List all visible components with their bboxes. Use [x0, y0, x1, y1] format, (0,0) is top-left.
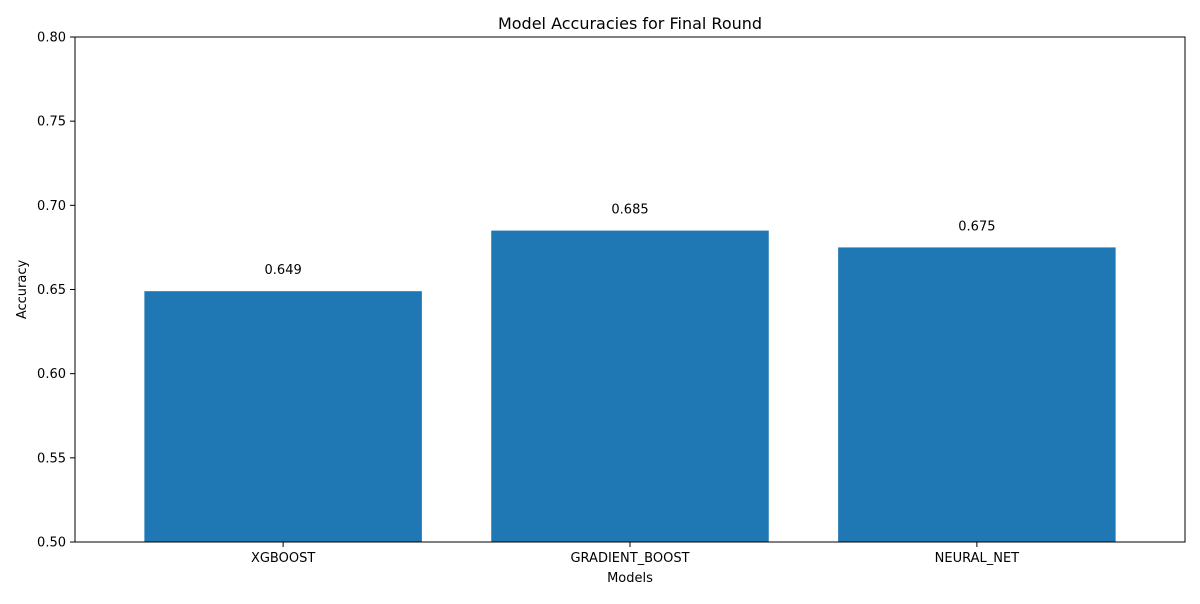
x-axis-label: Models — [607, 571, 653, 586]
y-tick-label: 0.55 — [37, 451, 66, 466]
y-tick-label: 0.80 — [37, 31, 66, 46]
bars-layer — [144, 230, 1116, 543]
x-axis: XGBOOST GRADIENT_BOOST NEURAL_NET — [251, 542, 1019, 566]
y-tick-label: 0.50 — [37, 536, 66, 551]
x-tick-label: XGBOOST — [251, 551, 315, 566]
bar-neural-net — [838, 247, 1116, 542]
y-tick-label: 0.65 — [37, 283, 66, 298]
x-tick-label: GRADIENT_BOOST — [570, 551, 689, 566]
bar-xgboost — [144, 291, 422, 542]
x-tick-label: NEURAL_NET — [935, 551, 1020, 566]
y-tick-label: 0.75 — [37, 115, 66, 130]
y-tick-label: 0.60 — [37, 367, 66, 382]
chart-title: Model Accuracies for Final Round — [498, 14, 762, 33]
value-label: 0.649 — [265, 263, 302, 278]
value-label: 0.685 — [611, 203, 648, 218]
value-labels-layer: 0.649 0.685 0.675 — [265, 203, 996, 279]
bar-gradient-boost — [491, 230, 769, 543]
y-axis-label: Accuracy — [15, 260, 30, 320]
value-label: 0.675 — [958, 219, 995, 234]
y-tick-label: 0.70 — [37, 199, 66, 214]
plot-frame — [74, 36, 1186, 543]
y-axis: 0.50 0.55 0.60 0.65 0.70 0.75 0.80 — [37, 31, 75, 551]
